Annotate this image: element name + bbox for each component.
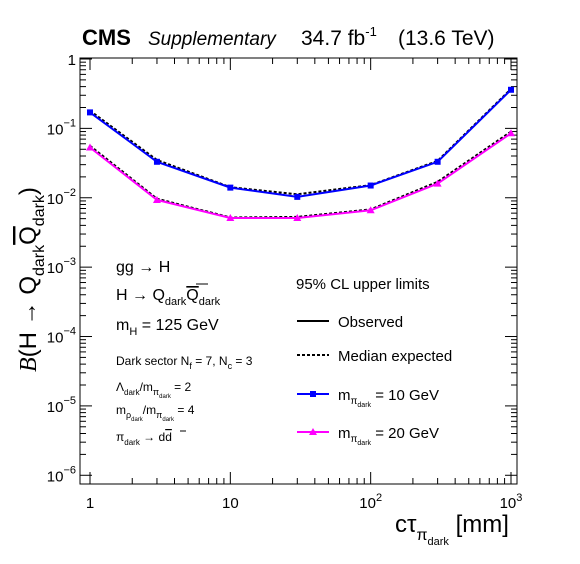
- legend-title: 95% CL upper limits: [296, 276, 430, 293]
- y-axis-title: B(H → QdarkQdark): [15, 187, 48, 372]
- data-point: [507, 129, 515, 137]
- series-1: [87, 86, 514, 200]
- legend: 95% CL upper limits Observed Median expe…: [296, 276, 452, 447]
- data-point: [508, 86, 514, 93]
- lumi-label: 34.7 fb-1: [301, 24, 377, 50]
- supplementary-label: Supplementary: [148, 29, 277, 50]
- dark-sector-label: Dark sector Nf = 7, Nc = 3: [116, 354, 253, 371]
- data-point: [294, 193, 301, 200]
- data-point: [86, 143, 94, 151]
- data-point: [153, 158, 160, 165]
- decay-label: H → QdarkQdark: [116, 287, 221, 308]
- axis-ticks: [80, 58, 517, 484]
- data-point: [367, 182, 374, 189]
- x-tick-labels: 1 10 102 103: [86, 492, 523, 512]
- data-point: [226, 214, 235, 222]
- y-tick-labels: 1 10−1 10−2 10−3 10−4 10−5 10−6: [47, 52, 76, 485]
- pion-decay-label: πdark → dd: [116, 430, 172, 447]
- info-block: gg → H H → QdarkQdark mH = 125 GeV Dark …: [116, 259, 253, 447]
- y-tick-label: 10−1: [47, 117, 76, 138]
- x-tick-label: 102: [359, 492, 382, 512]
- data-point: [87, 109, 93, 116]
- observed-line-2: [89, 132, 512, 219]
- data-point: [227, 184, 234, 191]
- energy-label: (13.6 TeV): [398, 27, 495, 50]
- cms-label: CMS: [82, 25, 131, 50]
- process-label: gg → H: [116, 259, 170, 276]
- data-point: [152, 195, 161, 203]
- y-tick-label: 10−2: [47, 187, 76, 208]
- data-point: [433, 179, 442, 187]
- lambda-ratio-label: Λdark/mπdark = 2: [116, 380, 191, 400]
- data-point: [293, 214, 302, 222]
- plot-frame: [79, 57, 518, 485]
- y-tick-label: 10−4: [47, 326, 76, 347]
- x-tick-label: 10: [222, 495, 239, 512]
- higgs-mass-label: mH = 125 GeV: [116, 317, 219, 338]
- legend-observed-label: Observed: [338, 314, 403, 331]
- expected-line-2: [89, 130, 512, 219]
- x-axis-title: cτπdark [mm]: [395, 511, 509, 548]
- legend-series2-marker: [309, 428, 317, 435]
- observed-line-1: [89, 89, 512, 198]
- y-tick-label: 1: [68, 52, 76, 69]
- series-layer: [86, 86, 515, 222]
- data-point: [434, 158, 441, 165]
- series-2: [86, 129, 515, 222]
- y-tick-label: 10−5: [47, 395, 76, 416]
- y-tick-label: 10−3: [47, 256, 76, 277]
- legend-series1-marker: [310, 391, 316, 397]
- x-tick-label: 1: [86, 495, 94, 512]
- data-point: [366, 206, 375, 214]
- expected-line-1: [89, 88, 512, 196]
- rho-ratio-label: mρdark/mπdark = 4: [116, 403, 195, 423]
- legend-series1-label: mπdark = 10 GeV: [338, 387, 439, 409]
- legend-series2-label: mπdark = 20 GeV: [338, 425, 439, 447]
- x-tick-label: 103: [500, 492, 523, 512]
- legend-expected-label: Median expected: [338, 348, 452, 365]
- y-tick-label: 10−6: [47, 464, 76, 485]
